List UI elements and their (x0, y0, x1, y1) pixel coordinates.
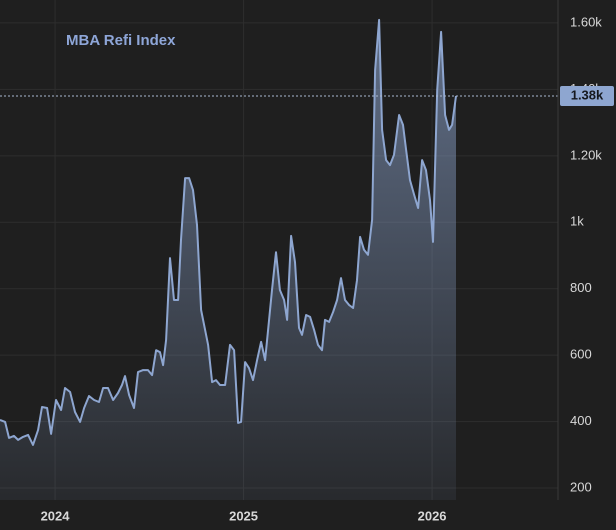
y-tick-label: 400 (570, 413, 592, 428)
x-tick-label: 2025 (229, 508, 258, 523)
y-tick-label: 1k (570, 214, 584, 229)
chart-title: MBA Refi Index (66, 32, 176, 49)
x-tick-label: 2026 (418, 508, 447, 523)
y-tick-label: 800 (570, 280, 592, 295)
y-tick-label: 200 (570, 479, 592, 494)
y-tick-label: 1.60k (570, 14, 602, 29)
last-value-box (560, 86, 614, 107)
y-tick-label: 1.20k (570, 147, 602, 162)
area (0, 19, 456, 501)
line (0, 18, 457, 446)
last-value-label: 1.38k (571, 87, 604, 102)
y-tick-label: 600 (570, 347, 592, 362)
x-tick-label: 2024 (41, 508, 71, 523)
